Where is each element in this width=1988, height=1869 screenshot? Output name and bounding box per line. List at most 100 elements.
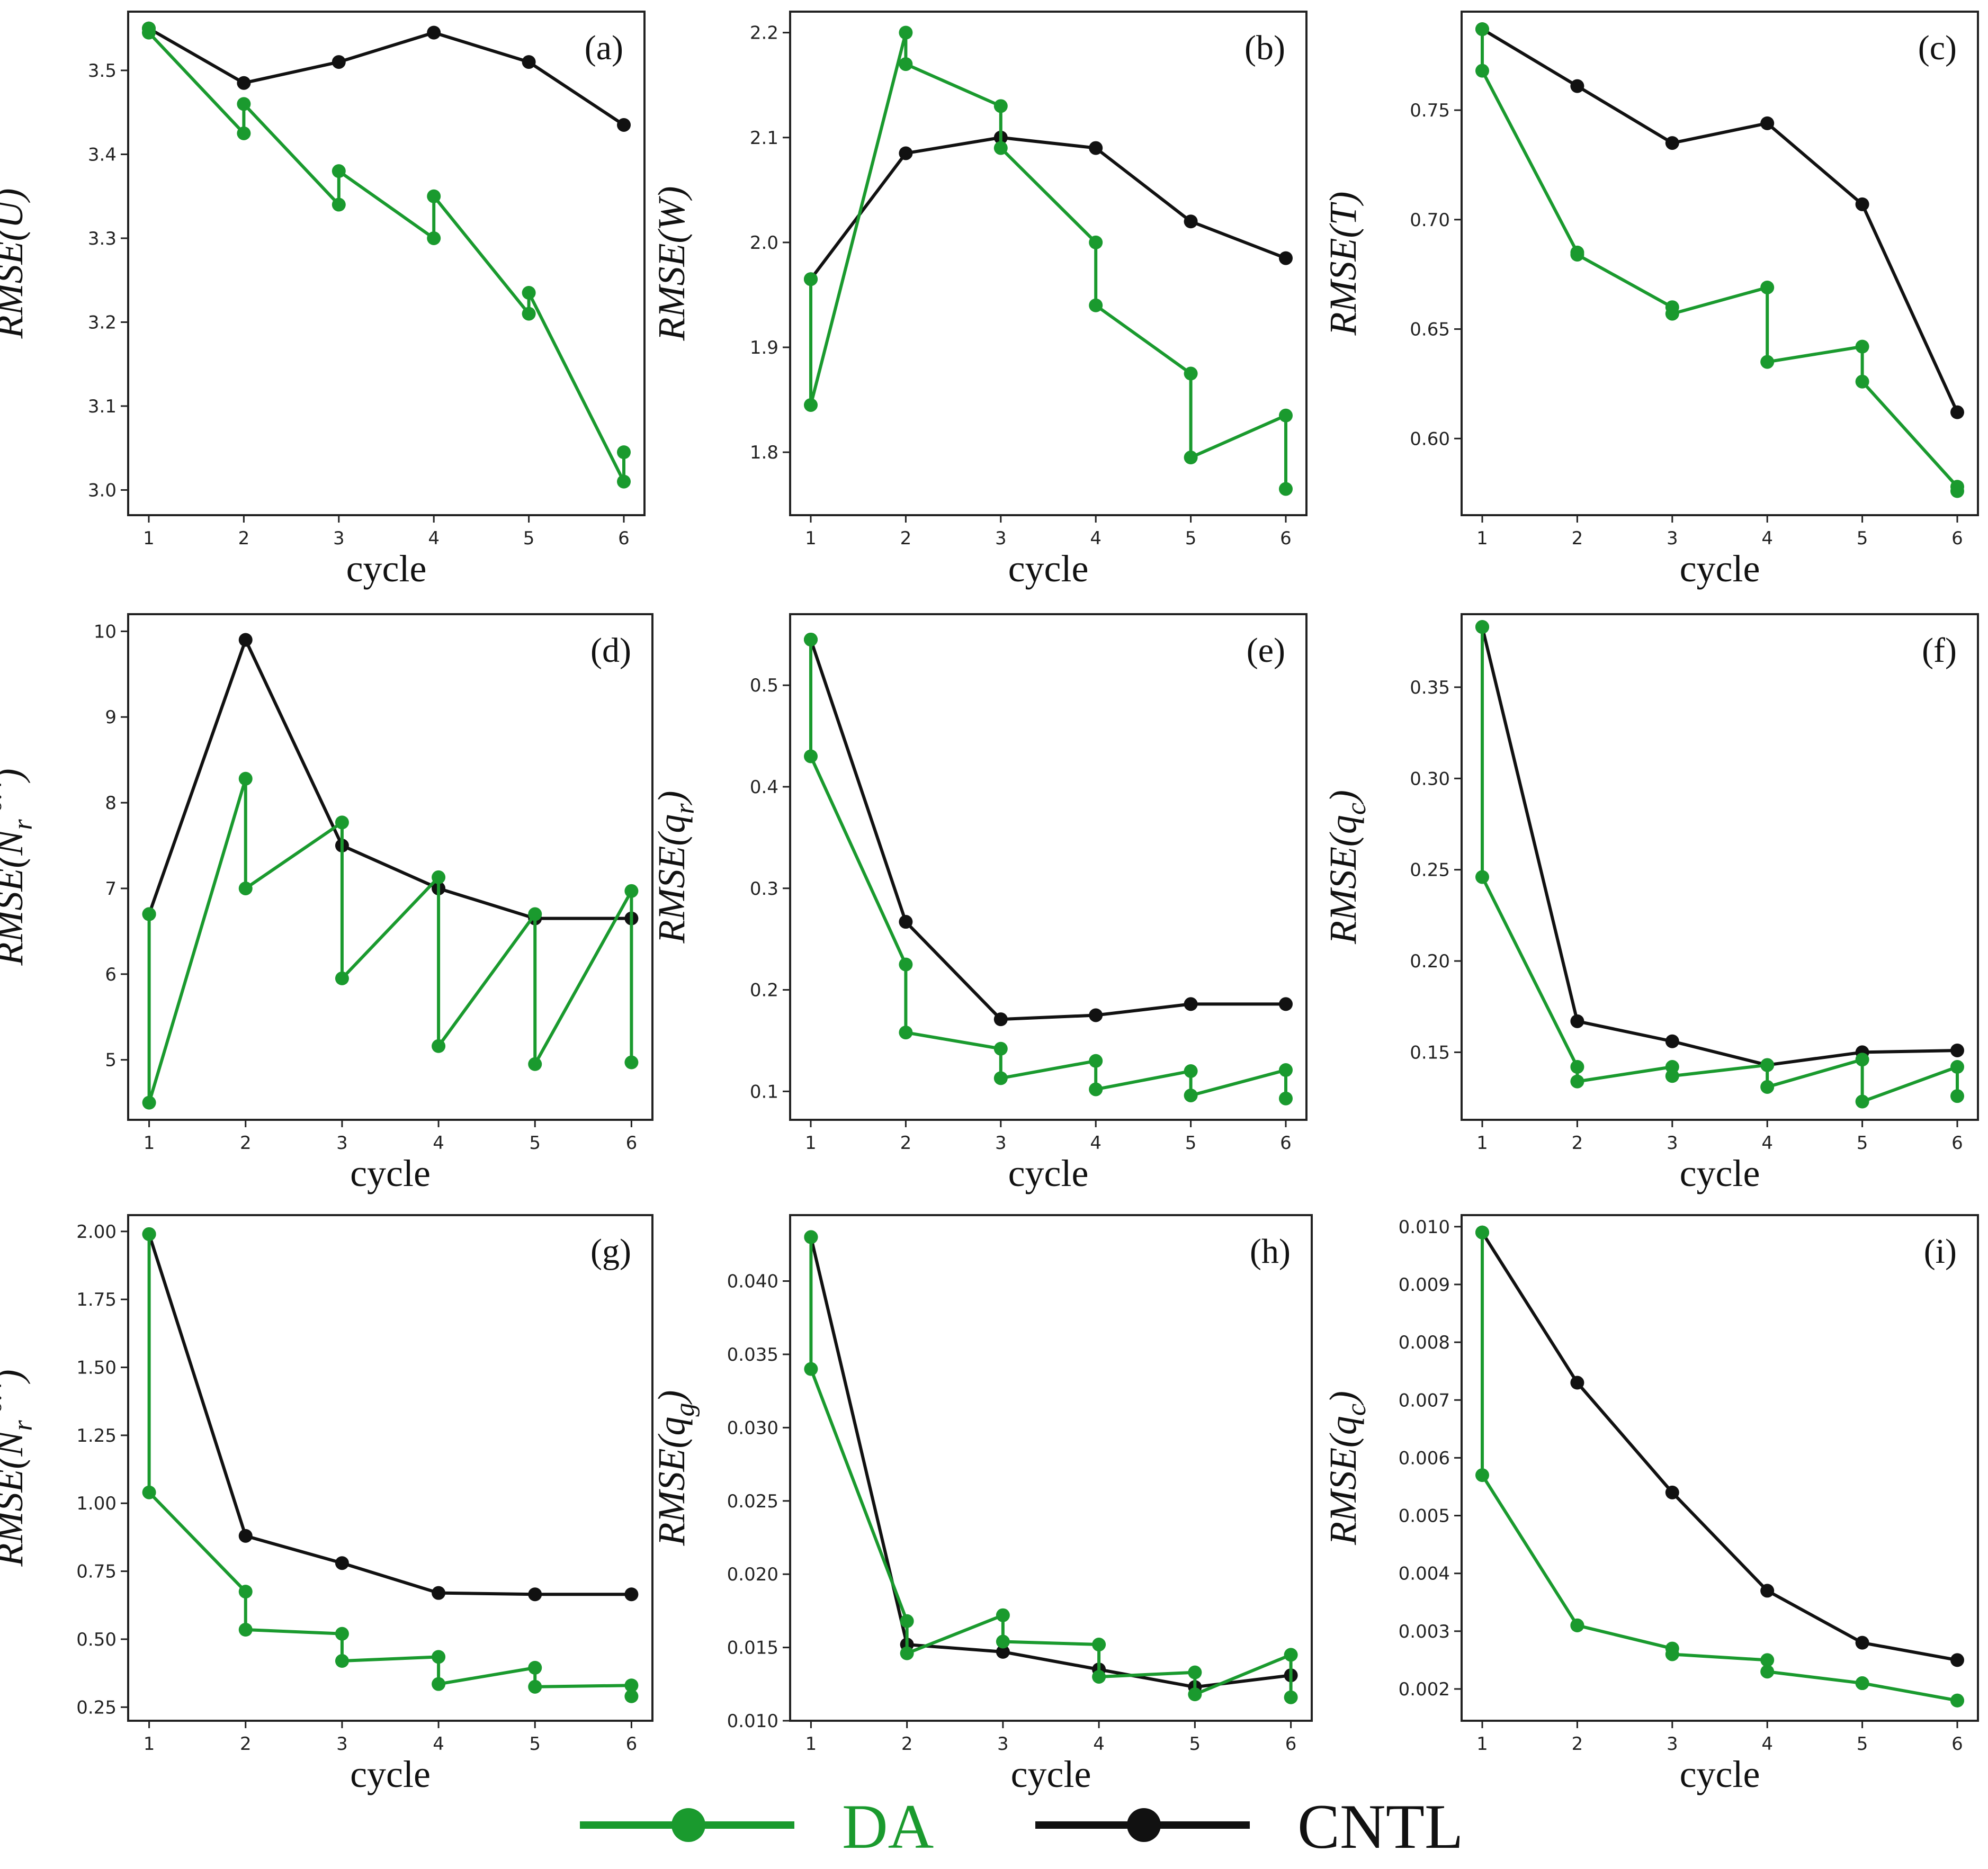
data-point-da <box>1184 1064 1198 1078</box>
y-tick-label: 1.50 <box>76 1358 117 1379</box>
y-tick-label: 3.3 <box>88 228 117 249</box>
panel-h: 1 2 3 4 5 6 0.010 0.015 0.020 0.025 0.030 0.035 0.04… <box>650 1214 1313 1795</box>
data-point-da <box>1760 1080 1775 1094</box>
y-tick-label: 3.1 <box>88 396 117 417</box>
data-point-da <box>1184 451 1198 465</box>
data-point-da <box>1092 1638 1106 1652</box>
y-tick-label: 0.50 <box>76 1629 117 1650</box>
x-tick-label: 5 <box>1857 528 1868 549</box>
x-axis-label: cycle <box>1680 1753 1760 1795</box>
y-tick-label: 0.15 <box>1410 1042 1450 1063</box>
data-point-da <box>804 632 818 646</box>
data-point-da <box>804 272 818 286</box>
data-point-da <box>1665 1647 1679 1661</box>
series-line-da <box>1481 1232 1958 1702</box>
data-point-cntl <box>238 1529 253 1543</box>
panel-label: (h) <box>1250 1232 1291 1271</box>
data-point-da <box>1475 870 1489 884</box>
data-point-cntl <box>1665 1034 1679 1048</box>
data-point-cntl <box>1950 1653 1964 1667</box>
data-point-da <box>1855 374 1869 389</box>
y-tick-label: 9 <box>105 707 117 728</box>
data-point-da <box>1279 408 1293 423</box>
x-tick-label: 2 <box>240 1733 252 1755</box>
data-point-da <box>427 189 441 203</box>
plot-frame <box>789 11 1308 516</box>
y-tick-label: 2.1 <box>750 128 778 149</box>
y-tick-label: 0.25 <box>1410 860 1450 881</box>
data-point-da <box>332 197 346 212</box>
series-line-da <box>1481 627 1959 1103</box>
data-point-cntl <box>1279 997 1293 1011</box>
x-tick-label: 4 <box>1090 528 1102 549</box>
y-tick-label: 0.006 <box>1399 1448 1450 1469</box>
data-point-da <box>624 1689 639 1703</box>
data-point-da <box>427 231 441 245</box>
y-tick-label: 0.010 <box>1399 1217 1450 1238</box>
data-point-cntl <box>1950 1043 1964 1057</box>
y-tick-label: 0.70 <box>1410 210 1450 231</box>
series-line-cntl <box>1481 1232 1958 1662</box>
data-point-da <box>1475 1468 1489 1482</box>
data-point-da <box>617 474 631 489</box>
y-tick-label: 0.015 <box>727 1638 778 1659</box>
x-tick-label: 6 <box>1280 1133 1292 1154</box>
data-point-cntl <box>1279 251 1293 265</box>
panel-e: 1 2 3 4 5 6 0.1 0.2 0.3 0.4 0.5 cycle RMSE(qr) (e) <box>650 613 1308 1194</box>
data-point-da <box>432 1039 446 1053</box>
legend-marker <box>671 1808 705 1842</box>
series-line-da <box>809 1237 1293 1697</box>
y-tick-label: 0.008 <box>1399 1332 1450 1353</box>
data-point-cntl <box>1184 997 1198 1011</box>
x-tick-label: 5 <box>1857 1733 1868 1755</box>
x-axis-label: cycle <box>1008 547 1089 590</box>
data-point-da <box>335 815 349 830</box>
x-tick-label: 5 <box>523 528 535 549</box>
panel-g: 1 2 3 4 5 6 0.25 0.50 0.75 1.00 1.25 1.50 1.75 2.00 cy… <box>0 1214 653 1795</box>
x-tick-label: 6 <box>618 528 630 549</box>
data-point-cntl <box>237 76 251 90</box>
y-axis-label: RMSE(qc) <box>1322 790 1372 945</box>
panel-label: (c) <box>1918 29 1957 67</box>
data-point-da <box>237 97 251 111</box>
x-tick-label: 3 <box>333 528 345 549</box>
y-tick-label: 0.035 <box>727 1344 778 1365</box>
data-point-da <box>899 957 913 972</box>
data-point-da <box>1855 1094 1869 1109</box>
plot-frame <box>789 613 1308 1121</box>
data-point-cntl <box>899 146 913 160</box>
data-point-da <box>993 1071 1008 1085</box>
data-point-da <box>522 285 536 300</box>
data-point-da <box>238 771 253 786</box>
y-tick-label: 0.1 <box>750 1081 778 1102</box>
legend-item-da: DA <box>580 1791 934 1862</box>
legend-marker <box>1127 1808 1161 1842</box>
data-point-cntl <box>1570 1014 1584 1028</box>
x-axis-label: cycle <box>1011 1753 1091 1795</box>
data-point-da <box>1855 1676 1869 1691</box>
data-point-da <box>993 99 1008 113</box>
data-point-da <box>522 307 536 321</box>
y-tick-label: 1.25 <box>76 1425 117 1446</box>
data-point-da <box>1950 1693 1964 1708</box>
data-point-da <box>993 1041 1008 1056</box>
series-line-da <box>147 1234 633 1696</box>
panel-label: (f) <box>1922 631 1957 670</box>
panel-b: 1 2 3 4 5 6 1.8 1.9 2.0 2.1 2.2 cycle RMSE(W) (b) <box>650 11 1308 590</box>
data-point-da <box>1570 1618 1584 1632</box>
y-tick-label: 0.75 <box>1410 100 1450 121</box>
legend-label: DA <box>842 1791 934 1862</box>
x-tick-label: 4 <box>1761 1133 1773 1154</box>
data-point-cntl <box>1184 214 1198 229</box>
data-point-cntl <box>427 25 441 40</box>
y-tick-label: 5 <box>105 1050 117 1071</box>
series-line-cntl <box>1481 28 1959 413</box>
data-point-da <box>624 1055 639 1070</box>
x-tick-label: 3 <box>336 1133 348 1154</box>
y-axis-label: RMSE(qg) <box>650 1390 700 1547</box>
data-point-cntl <box>1570 79 1584 93</box>
series-line-cntl <box>809 136 1287 281</box>
panel-i: 1 2 3 4 5 6 0.002 0.003 0.004 0.005 0.006 0.007 0.00… <box>1322 1214 1979 1795</box>
data-point-cntl <box>335 1556 349 1570</box>
data-point-da <box>1475 64 1489 78</box>
